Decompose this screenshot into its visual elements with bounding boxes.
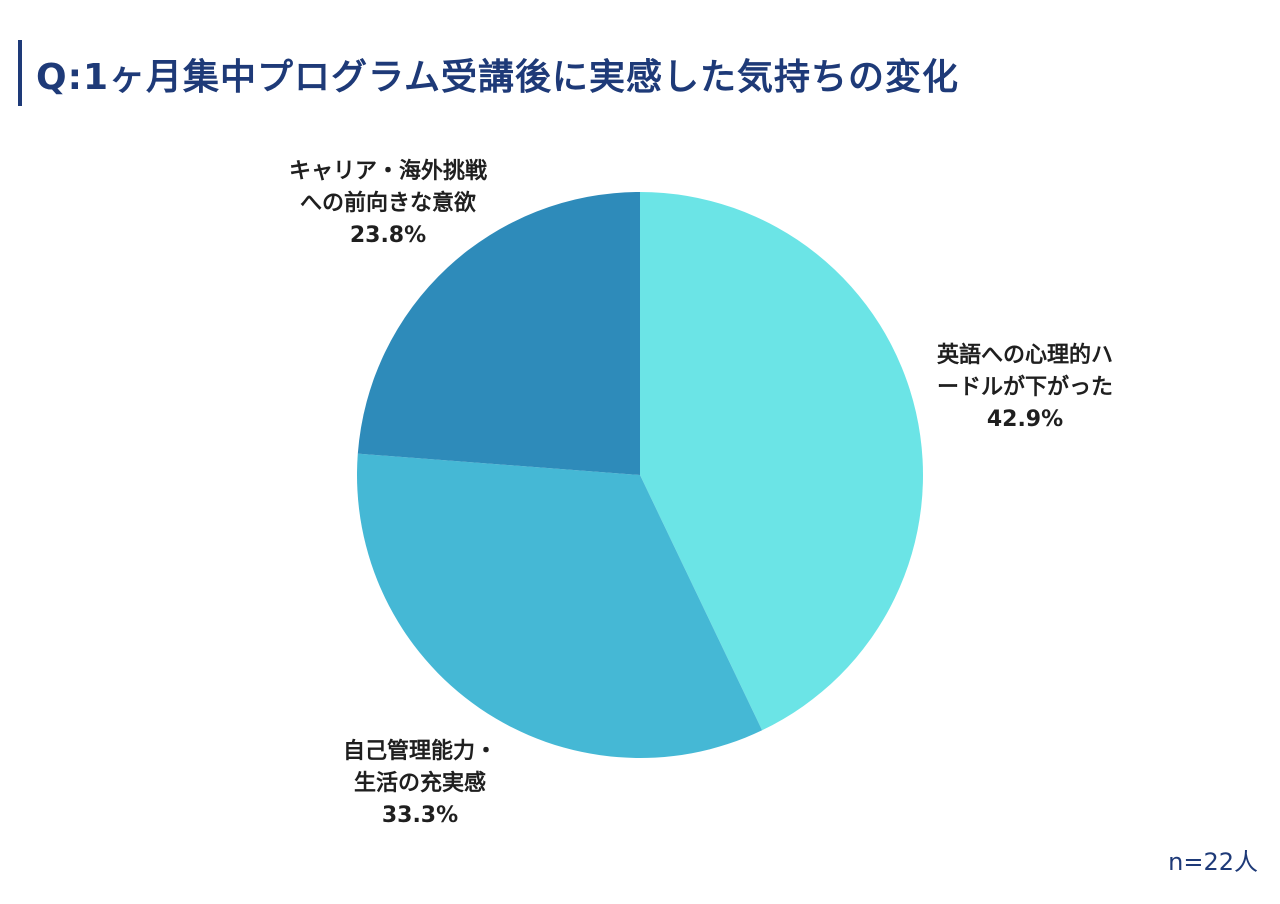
slice-label-line: への前向きな意欲 — [299, 191, 476, 216]
slice-label-line: 英語への心理的ハ — [936, 343, 1113, 368]
slice-label-line: ードルが下がった — [936, 375, 1113, 400]
slice-label-line: 生活の充実感 — [353, 771, 486, 796]
pie-slice-self-management — [357, 453, 763, 758]
slice-label-line: 自己管理能力・ — [342, 739, 497, 764]
slice-label-career-overseas: キャリア・海外挑戦 への前向きな意欲 23.8% — [258, 156, 518, 252]
slice-value: 42.9% — [986, 407, 1064, 432]
slice-label-english-hurdle: 英語への心理的ハ ードルが下がった 42.9% — [905, 340, 1145, 436]
pie-slice-career-overseas — [357, 192, 640, 475]
slice-value: 23.8% — [349, 223, 427, 248]
title-accent-bar — [18, 40, 22, 106]
pie-slice-english-hurdle — [640, 192, 923, 731]
slice-label-line: キャリア・海外挑戦 — [288, 159, 487, 184]
chart-title: Q:1ヶ月集中プログラム受講後に実感した気持ちの変化 — [36, 57, 959, 98]
slice-value: 33.3% — [381, 803, 459, 828]
slice-label-self-management: 自己管理能力・ 生活の充実感 33.3% — [300, 736, 540, 832]
sample-size-label: n=22人 — [1168, 848, 1258, 876]
